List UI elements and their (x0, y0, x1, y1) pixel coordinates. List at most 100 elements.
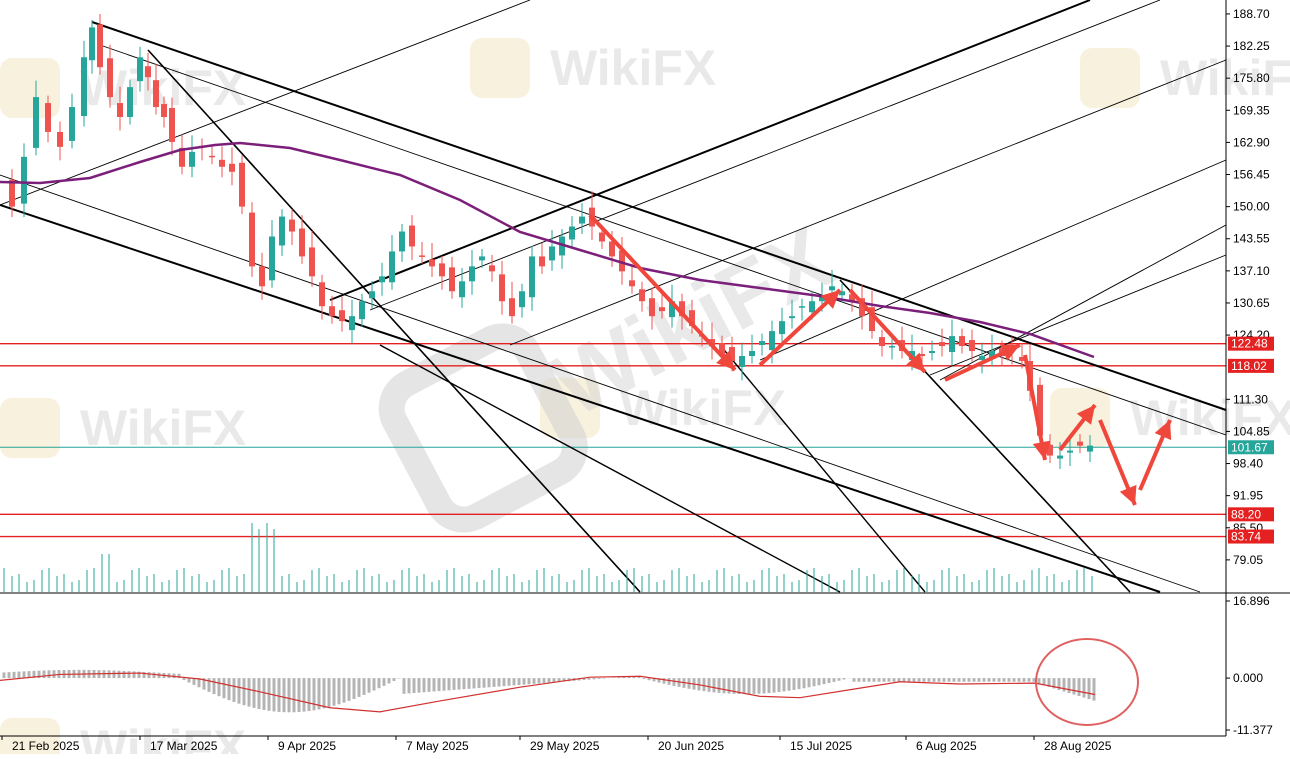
candle-body (609, 241, 615, 257)
candle-body (339, 310, 345, 322)
candle-body (749, 351, 755, 356)
candle-body (279, 216, 285, 246)
candle-body (839, 291, 845, 296)
candle-body (1047, 444, 1053, 456)
moving-average-line (0, 141, 1095, 359)
candle-body (979, 355, 985, 360)
candle-body (419, 255, 425, 257)
candle-body (309, 247, 315, 277)
candle-body (389, 251, 395, 283)
candle-body (779, 321, 785, 335)
price-tick-label: 79.05 (1233, 553, 1263, 567)
candle-body (89, 27, 95, 61)
candle-body (449, 267, 455, 292)
candle-body (153, 80, 159, 108)
price-label-box (1228, 358, 1274, 373)
candle-body (919, 354, 925, 356)
candle-body (729, 347, 735, 361)
price-label-text: 101.67 (1231, 440, 1268, 454)
candle-body (161, 104, 167, 118)
trend-channel-line (0, 174, 1201, 593)
trend-channel-line (0, 0, 531, 206)
candle-body (209, 155, 215, 158)
candle-body (33, 97, 39, 148)
trend-channel-line (329, 0, 1091, 301)
candle-body (949, 336, 955, 353)
candle-body (869, 307, 875, 332)
price-tick-label: 175.80 (1233, 71, 1270, 85)
candle-body (145, 66, 151, 78)
date-label: 28 Aug 2025 (1044, 739, 1112, 753)
price-label-box (1228, 440, 1274, 455)
watermark-logo: WikiFX (470, 38, 716, 98)
price-tick-label: 156.45 (1233, 168, 1270, 182)
candle-body (117, 103, 123, 118)
price-tick-label: 91.95 (1233, 489, 1263, 503)
candle-body (509, 298, 515, 317)
watermark-badge (1050, 388, 1110, 448)
volume-bars (3, 523, 1093, 592)
watermark-text: WikiFX (80, 400, 246, 456)
candle-body (57, 131, 63, 147)
candle-body (179, 147, 185, 167)
candle-body (559, 236, 565, 256)
candle-body (409, 225, 415, 247)
candle-body (1077, 441, 1083, 446)
candle-body (299, 228, 305, 257)
candle-body (399, 231, 405, 252)
candle-body (219, 159, 225, 167)
price-label-text: 118.02 (1231, 359, 1267, 373)
candle-body (539, 256, 545, 267)
date-label: 6 Aug 2025 (916, 739, 977, 753)
candle-body (329, 306, 335, 317)
candle-body (649, 298, 655, 317)
date-label: 7 May 2025 (406, 739, 469, 753)
trend-channel-line (939, 224, 1227, 381)
price-label-text: 83.74 (1231, 530, 1261, 544)
watermark-logo: WikiFX (1050, 388, 1290, 448)
candle-body (1037, 384, 1043, 436)
candle-body (789, 316, 795, 319)
candle-body (939, 342, 945, 347)
watermark-logo: WikiFX (1080, 48, 1290, 108)
price-tick-label: 188.70 (1233, 7, 1270, 21)
candle-body (569, 226, 575, 240)
candle-body (619, 250, 625, 272)
candle-body (759, 341, 765, 346)
candle-body (469, 266, 475, 282)
trend-channel-line (0, 204, 1161, 593)
candle-body (579, 216, 585, 224)
candle-body (189, 151, 195, 167)
price-label-box (1228, 336, 1274, 351)
candle-body (829, 286, 835, 291)
annotation-arrow-head (999, 344, 1020, 361)
watermark-badge (0, 718, 60, 759)
candle-body (659, 307, 665, 312)
trend-channel-line (99, 44, 1227, 436)
trend-channel-line (369, 0, 1161, 311)
candle-body (439, 263, 445, 277)
watermark-big-badge (378, 323, 588, 533)
annotation-arrow-head (1119, 484, 1137, 505)
watermark-text: WikiFX (550, 40, 716, 96)
candle-body (479, 256, 485, 261)
candle-body (349, 316, 355, 331)
price-label-box (1228, 507, 1274, 522)
watermark-logo: WikiFX (0, 398, 246, 458)
highlight-circle (1035, 638, 1139, 726)
candle-body (319, 282, 325, 307)
oscillator-tick-label: 0.000 (1233, 671, 1263, 685)
candle-body (269, 236, 275, 281)
candle-body (21, 156, 27, 204)
candle-body (859, 298, 865, 317)
oscillator-tick-label: 16.896 (1233, 594, 1270, 608)
price-tick-label: 162.90 (1233, 135, 1270, 149)
candle-body (809, 301, 815, 313)
trend-channel-line (759, 159, 1227, 361)
candle-body (889, 346, 895, 348)
candle-body (929, 351, 935, 354)
annotation-arrow-head (716, 350, 735, 370)
watermark-badge (0, 58, 60, 118)
candle-body (739, 355, 745, 367)
